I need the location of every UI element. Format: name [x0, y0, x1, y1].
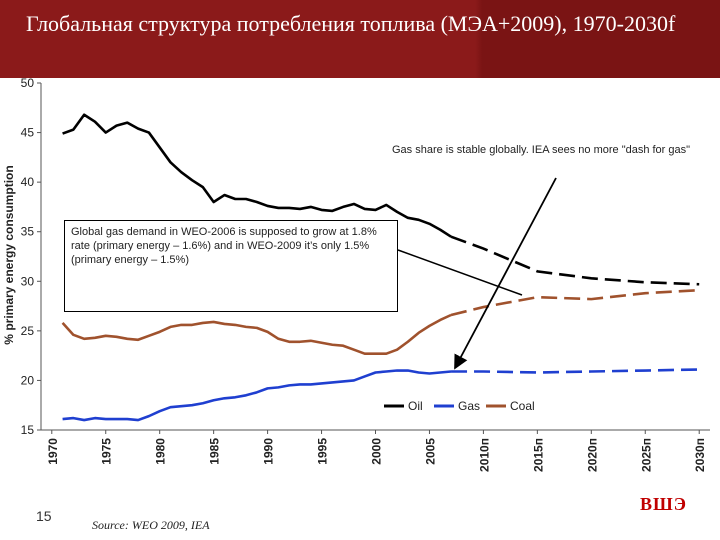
y-tick-label: 45	[21, 126, 35, 140]
x-tick-label: 1995	[316, 438, 330, 465]
x-tick-label: 2030п	[693, 438, 707, 472]
x-tick-label: 1975	[100, 438, 114, 465]
chart-axes: 15 20 25 30 35 40 45 50 1970 1975 1980 1985 1990 1995…	[2, 78, 710, 472]
x-tick-label: 1980	[154, 438, 168, 465]
legend-label-gas: Gas	[458, 399, 480, 413]
annotation-gas-demand: Global gas demand in WEO-2006 is suppose…	[64, 220, 398, 312]
y-tick-label: 35	[21, 225, 35, 239]
source-note: Source: WEO 2009, IEA	[92, 518, 210, 532]
series-line-coal-historical	[61, 313, 452, 355]
y-axis-label: % primary energy consumption	[2, 165, 16, 344]
x-tick-label: 1990	[262, 438, 276, 465]
annotation-arrows	[397, 177, 557, 370]
series-line-oil-forecast	[450, 235, 700, 286]
x-tick-label: 2025п	[639, 438, 653, 472]
chart-legend: Oil Gas Coal	[384, 399, 535, 413]
legend-label-coal: Coal	[510, 399, 535, 413]
annotation-leader-line	[397, 249, 523, 296]
hse-logo: ВШЭ	[640, 494, 687, 514]
series-line-gas-forecast	[451, 368, 700, 374]
x-tick-label: 2005	[423, 438, 437, 465]
slide-title: Глобальная структура потребления топлива…	[26, 11, 676, 36]
annotation-arrow-to-gas	[454, 177, 557, 370]
x-tick-label: 2020п	[585, 438, 599, 472]
x-tick-label: 1985	[208, 438, 222, 465]
annotation-gas-share: Gas share is stable globally. IEA sees n…	[388, 141, 716, 159]
x-tick-label: 2000	[370, 438, 384, 465]
y-tick-label: 25	[21, 324, 35, 338]
y-tick-label: 20	[21, 373, 35, 387]
series-line-oil-historical	[62, 113, 452, 238]
y-tick-label: 30	[21, 274, 35, 288]
line-chart: 15 20 25 30 35 40 45 50 1970 1975 1980 1985 1990 1995…	[2, 78, 710, 472]
y-tick-label: 40	[21, 175, 35, 189]
x-tick-label: 1970	[46, 438, 60, 465]
series-line-gas-historical	[62, 369, 452, 422]
legend-label-oil: Oil	[408, 399, 423, 413]
x-tick-label: 2010п	[477, 438, 491, 472]
title-bar: Глобальная структура потребления топлива…	[0, 0, 720, 78]
slide-number: 15	[36, 508, 52, 524]
x-tick-label: 2015п	[531, 438, 545, 472]
series-line-coal-forecast	[450, 288, 700, 317]
y-tick-label: 15	[21, 423, 35, 437]
y-tick-label: 50	[21, 78, 35, 90]
chart-series	[61, 113, 700, 422]
